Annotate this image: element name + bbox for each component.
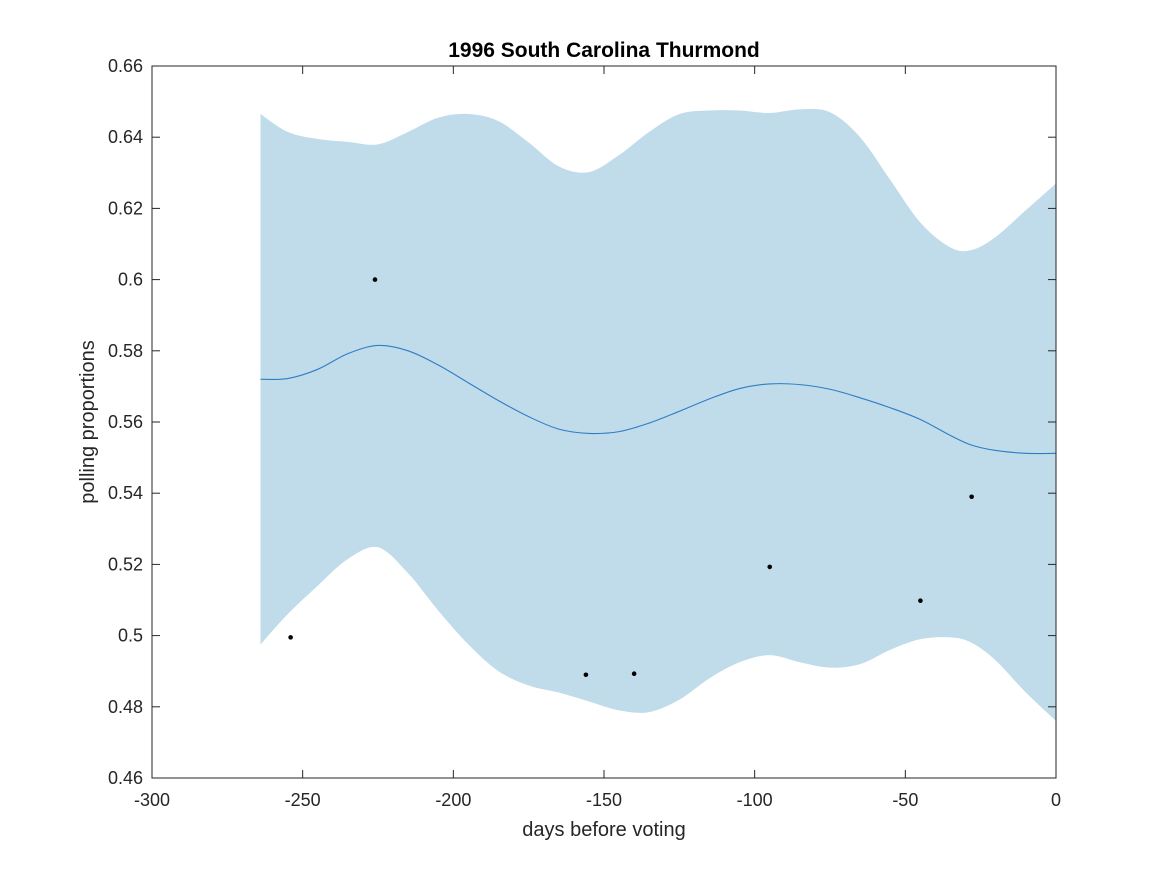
confidence-band — [260, 109, 1057, 722]
y-tick-label: 0.56 — [108, 412, 143, 432]
poll-data-point — [631, 671, 637, 676]
x-ticks-layer: -300 -250 -200 -150 -100 -50 0 — [134, 66, 1061, 810]
x-tick-label: -50 — [892, 790, 918, 810]
poll-data-point — [918, 598, 923, 604]
y-tick-label: 0.48 — [108, 697, 143, 717]
poll-data-point — [288, 635, 293, 640]
y-tick-label: 0.54 — [108, 483, 143, 503]
x-tick-label: -250 — [285, 790, 321, 810]
x-tick-label: -300 — [134, 790, 170, 810]
x-tick-label: -150 — [586, 790, 622, 810]
y-tick-label: 0.64 — [108, 127, 143, 147]
y-axis-label: polling proportions — [77, 340, 99, 503]
y-tick-label: 0.58 — [108, 341, 143, 361]
y-tick-label: 0.52 — [108, 554, 143, 574]
chart-title: 1996 South Carolina Thurmond — [448, 39, 760, 62]
y-tick-label: 0.66 — [108, 56, 143, 76]
x-axis-label: days before voting — [522, 819, 685, 841]
x-tick-label: -100 — [737, 790, 773, 810]
poll-data-point — [372, 277, 378, 282]
mean-series-line — [260, 344, 1057, 455]
y-tick-label: 0.46 — [108, 768, 143, 788]
mean-line-layer — [260, 344, 1057, 455]
y-tick-label: 0.6 — [118, 270, 143, 290]
poll-data-point — [583, 672, 589, 678]
y-tick-label: 0.5 — [118, 626, 143, 646]
y-tick-label: 0.62 — [108, 198, 143, 218]
confidence-band-layer — [260, 109, 1057, 722]
poll-data-point — [969, 494, 974, 500]
x-tick-label: -200 — [435, 790, 471, 810]
y-ticks-layer: 0.46 0.48 0.5 0.52 0.54 0.56 0.58 0.6 0.62 0.64 0.… — [108, 56, 1056, 788]
x-tick-label: 0 — [1051, 790, 1061, 810]
poll-data-point — [767, 564, 773, 570]
data-points-layer — [288, 277, 974, 678]
